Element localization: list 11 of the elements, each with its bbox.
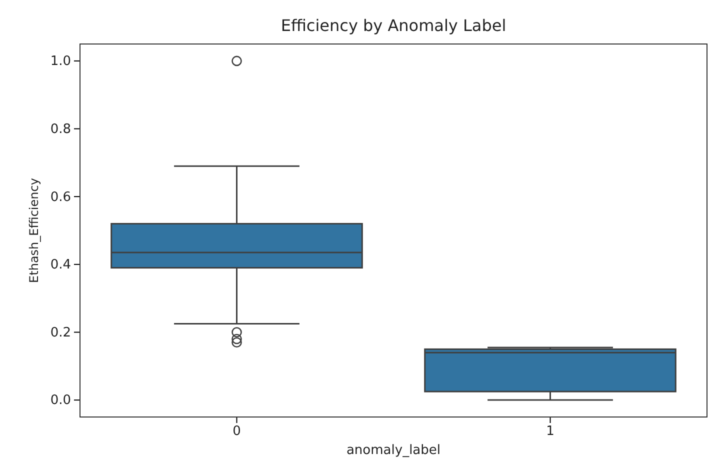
x-tick-label: 1 xyxy=(546,424,554,440)
y-tick-label: 0.2 xyxy=(50,325,71,340)
x-tick-label: 0 xyxy=(232,424,241,440)
x-axis-title: anomaly_label xyxy=(346,443,441,458)
y-tick-label: 0.8 xyxy=(50,122,71,137)
y-tick-label: 1.0 xyxy=(50,54,71,70)
chart-title: Efficiency by Anomaly Label xyxy=(280,16,506,35)
y-axis-title: Ethash_Efficiency xyxy=(27,178,41,283)
y-tick-label: 0.4 xyxy=(50,258,71,273)
y-tick-label: 0.0 xyxy=(50,393,71,408)
y-tick-label: 0.6 xyxy=(50,190,71,205)
